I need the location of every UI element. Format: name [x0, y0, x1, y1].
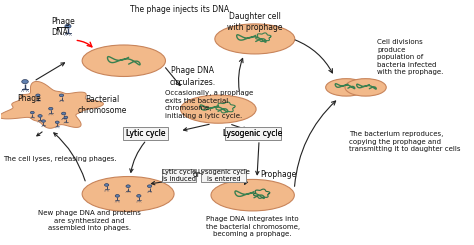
Text: Lytic cycle
is induced: Lytic cycle is induced [162, 169, 196, 182]
Ellipse shape [211, 179, 294, 211]
Text: Bacterial
chromosome: Bacterial chromosome [78, 95, 127, 115]
Ellipse shape [49, 107, 53, 110]
Ellipse shape [30, 111, 34, 114]
Text: The phage injects its DNA.: The phage injects its DNA. [130, 5, 232, 14]
FancyBboxPatch shape [162, 169, 196, 182]
Ellipse shape [65, 24, 71, 28]
Ellipse shape [345, 79, 386, 96]
Ellipse shape [62, 112, 66, 115]
Text: The bacterium reproduces,
copying the prophage and
transmitting it to daughter c: The bacterium reproduces, copying the pr… [349, 131, 461, 152]
Text: Cell divisions
produce
population of
bacteria infected
with the prophage.: Cell divisions produce population of bac… [377, 39, 444, 75]
Text: Daughter cell
with prophage: Daughter cell with prophage [227, 12, 283, 32]
Ellipse shape [181, 95, 256, 123]
Text: Lysogenic cycle: Lysogenic cycle [223, 129, 283, 138]
FancyBboxPatch shape [201, 169, 246, 182]
FancyBboxPatch shape [122, 127, 168, 140]
Text: Prophage: Prophage [260, 170, 297, 179]
Text: Lytic cycle: Lytic cycle [126, 129, 165, 138]
Text: Phage
DNA: Phage DNA [51, 17, 74, 37]
Ellipse shape [82, 176, 174, 211]
Text: New phage DNA and proteins
are synthesized and
assembled into phages.: New phage DNA and proteins are synthesiz… [38, 210, 141, 231]
Ellipse shape [42, 120, 46, 122]
Ellipse shape [36, 94, 40, 97]
Ellipse shape [115, 195, 119, 197]
Ellipse shape [55, 121, 59, 123]
Ellipse shape [64, 116, 68, 119]
Ellipse shape [215, 24, 295, 54]
Text: or: or [193, 170, 201, 179]
Polygon shape [0, 81, 103, 128]
Text: Occasionally, a prophage
exits the bacterial
chromosome,
initiating a lytic cycl: Occasionally, a prophage exits the bacte… [164, 90, 253, 119]
Text: Phage DNA
circularizes.: Phage DNA circularizes. [170, 66, 216, 86]
Ellipse shape [147, 185, 152, 187]
Text: Phage DNA integrates into
the bacterial chromosome,
becoming a prophage.: Phage DNA integrates into the bacterial … [206, 216, 300, 237]
Ellipse shape [59, 94, 64, 97]
Ellipse shape [326, 79, 367, 96]
Text: Lysogenic cycle: Lysogenic cycle [223, 129, 283, 138]
Ellipse shape [126, 185, 130, 187]
Ellipse shape [22, 80, 28, 84]
FancyBboxPatch shape [225, 127, 282, 140]
Ellipse shape [38, 115, 42, 117]
Text: Phage: Phage [18, 94, 41, 103]
Text: Lytic cycle: Lytic cycle [126, 129, 165, 138]
Text: Lysogenic cycle
is entered: Lysogenic cycle is entered [198, 169, 249, 182]
Ellipse shape [82, 45, 165, 76]
Ellipse shape [137, 195, 141, 197]
Text: The cell lyses, releasing phages.: The cell lyses, releasing phages. [3, 156, 117, 162]
Ellipse shape [104, 184, 109, 186]
